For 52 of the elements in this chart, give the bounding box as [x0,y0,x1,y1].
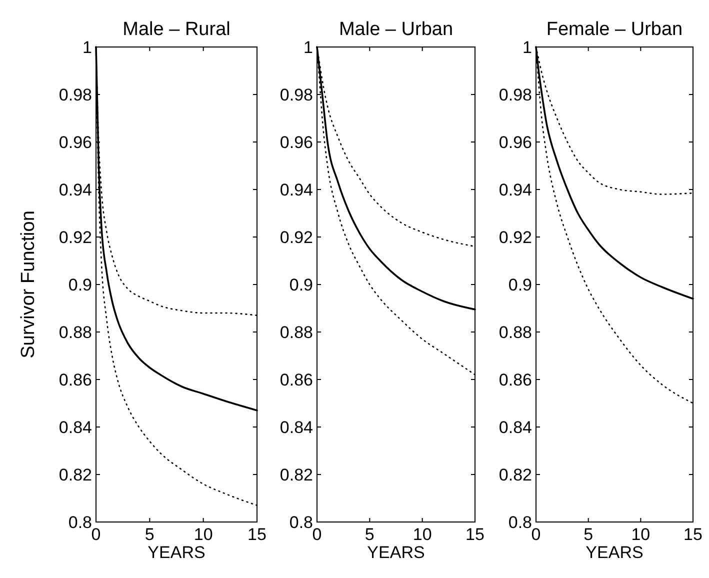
y-tick-label: 0.9 [508,276,532,294]
y-tick-label: 0.94 [280,180,313,200]
y-tick-label: 0.8 [68,513,92,532]
y-tick-label: 0.84 [58,418,92,437]
y-tick-label: 0.9 [68,276,92,294]
y-tick-label: 1 [522,38,532,57]
y-tick-label: 0.96 [280,133,313,152]
chart-title: Male – Urban [338,19,454,40]
y-tick-label: 0.84 [498,418,532,437]
x-tick-label: 10 [631,525,650,544]
y-tick-label: 0.94 [58,180,92,200]
x-axis-title: YEARS [586,543,644,562]
y-tick-label: 1 [82,38,92,57]
x-tick-label: 15 [684,525,702,544]
x-axis-title: YEARS [367,543,425,562]
y-axis-title: Survivor Function [18,210,39,358]
x-tick-label: 10 [412,525,432,544]
chart-title: Female – Urban [546,19,683,40]
y-tick-label: 0.92 [280,228,313,247]
x-tick-label: 5 [144,525,154,544]
x-tick-label: 0 [531,525,541,544]
y-tick-label: 0.82 [498,466,532,484]
y-tick-label: 0.84 [280,418,313,437]
y-tick-label: 0.88 [58,323,92,342]
y-tick-label: 0.98 [280,86,313,104]
y-tick-label: 0.88 [498,323,532,342]
y-tick-label: 0.86 [280,370,313,390]
y-tick-label: 0.96 [498,133,532,152]
x-tick-label: 5 [584,525,594,544]
y-tick-label: 0.92 [498,228,532,247]
x-tick-label: 0 [312,525,322,544]
y-tick-label: 0.88 [280,323,313,342]
x-tick-label: 5 [364,525,374,544]
y-tick-label: 1 [304,38,313,57]
y-tick-label: 0.98 [498,86,532,104]
y-tick-label: 0.86 [58,370,92,390]
y-tick-label: 0.82 [58,466,92,484]
x-tick-label: 0 [91,525,101,544]
y-tick-label: 0.86 [498,370,532,390]
chart-title: Male – Rural [122,19,230,40]
y-tick-label: 0.82 [280,466,313,484]
y-tick-label: 0.92 [58,228,92,247]
x-tick-label: 10 [194,525,213,544]
x-axis-title: YEARS [148,543,206,562]
y-tick-label: 0.9 [289,276,313,294]
x-tick-label: 15 [248,525,266,544]
y-tick-label: 0.94 [498,180,532,200]
y-tick-label: 0.8 [289,513,313,532]
y-tick-label: 0.8 [508,513,532,532]
y-tick-label: 0.98 [58,86,92,104]
x-tick-label: 15 [466,525,484,544]
y-tick-label: 0.96 [58,133,92,152]
